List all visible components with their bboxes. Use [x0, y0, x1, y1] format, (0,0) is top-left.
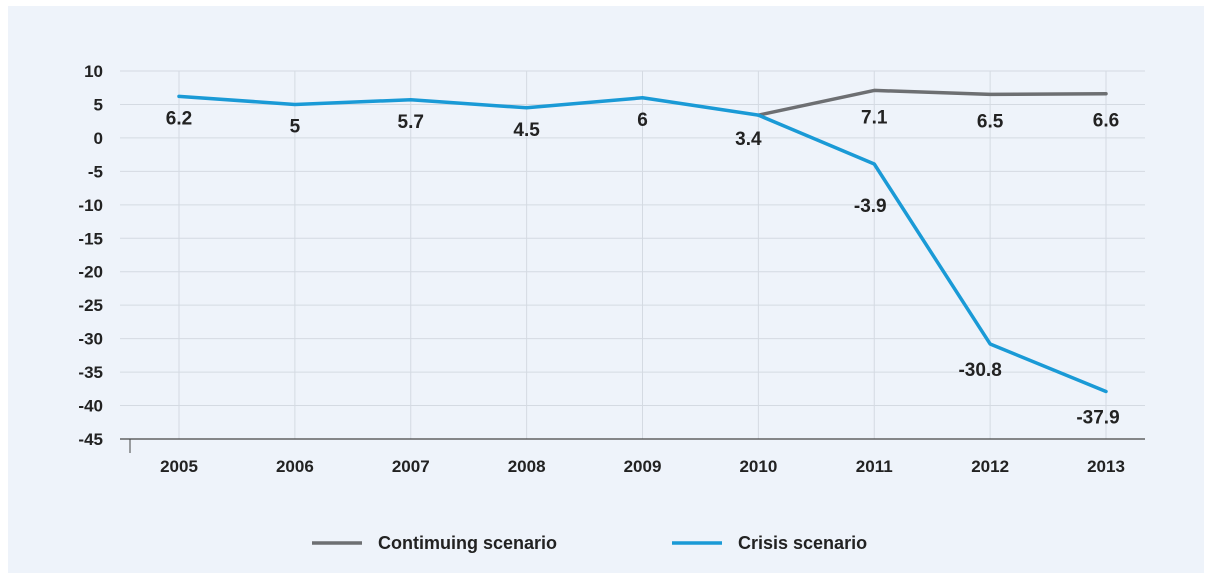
y-tick-label: 5	[94, 95, 103, 114]
x-tick-label: 2013	[1087, 457, 1125, 476]
legend: Contimuing scenario Crisis scenario	[312, 533, 867, 553]
data-label: 6.5	[977, 111, 1004, 132]
series-lines	[177, 88, 1108, 394]
x-tick-label: 2007	[392, 457, 430, 476]
y-tick-label: -35	[78, 363, 103, 382]
y-tick-label: 0	[94, 129, 103, 148]
y-tick-label: -30	[78, 330, 103, 349]
y-tick-label: -15	[78, 229, 103, 248]
series-line	[177, 94, 1108, 394]
y-tick-labels: 10 5 0 -5 -10 -15 -20 -25 -30 -35 -40 -45	[78, 62, 103, 449]
x-tick-label: 2009	[624, 457, 662, 476]
legend-label: Crisis scenario	[738, 533, 867, 553]
data-label: 4.5	[513, 120, 540, 141]
data-label: 3.4	[735, 129, 762, 150]
x-tick-labels: 2005 2006 2007 2008 2009 2010 2011 2012 2013	[160, 457, 1125, 476]
data-label: 5.7	[398, 112, 424, 133]
data-labels: 7.1 6.5 6.6 6.2 5 5.7 4.5 6 3.4 -3.9 -30.8 -37.9	[166, 107, 1120, 428]
data-label: -3.9	[854, 196, 887, 217]
data-label: 5	[290, 116, 301, 137]
y-tick-label: -10	[78, 196, 103, 215]
legend-label: Contimuing scenario	[378, 533, 557, 553]
data-label: 6.2	[166, 108, 192, 129]
data-label: 7.1	[861, 107, 888, 128]
gridlines	[120, 70, 1145, 440]
x-tick-label: 2006	[276, 457, 314, 476]
y-tick-label: -40	[78, 397, 103, 416]
data-label: -37.9	[1076, 407, 1119, 428]
x-tick-label: 2010	[739, 457, 777, 476]
y-tick-label: -25	[78, 296, 103, 315]
data-label: 6	[637, 110, 648, 131]
y-tick-label: 10	[84, 62, 103, 81]
x-tick-label: 2008	[508, 457, 546, 476]
x-tick-label: 2012	[971, 457, 1009, 476]
y-tick-label: -45	[78, 430, 103, 449]
axes	[120, 438, 1145, 453]
series-line	[756, 88, 1108, 117]
y-tick-label: -20	[78, 263, 103, 282]
x-tick-label: 2005	[160, 457, 198, 476]
y-tick-label: -5	[88, 162, 103, 181]
x-tick-label: 2011	[856, 457, 893, 476]
data-label: -30.8	[958, 360, 1001, 381]
data-label: 6.6	[1093, 111, 1119, 132]
